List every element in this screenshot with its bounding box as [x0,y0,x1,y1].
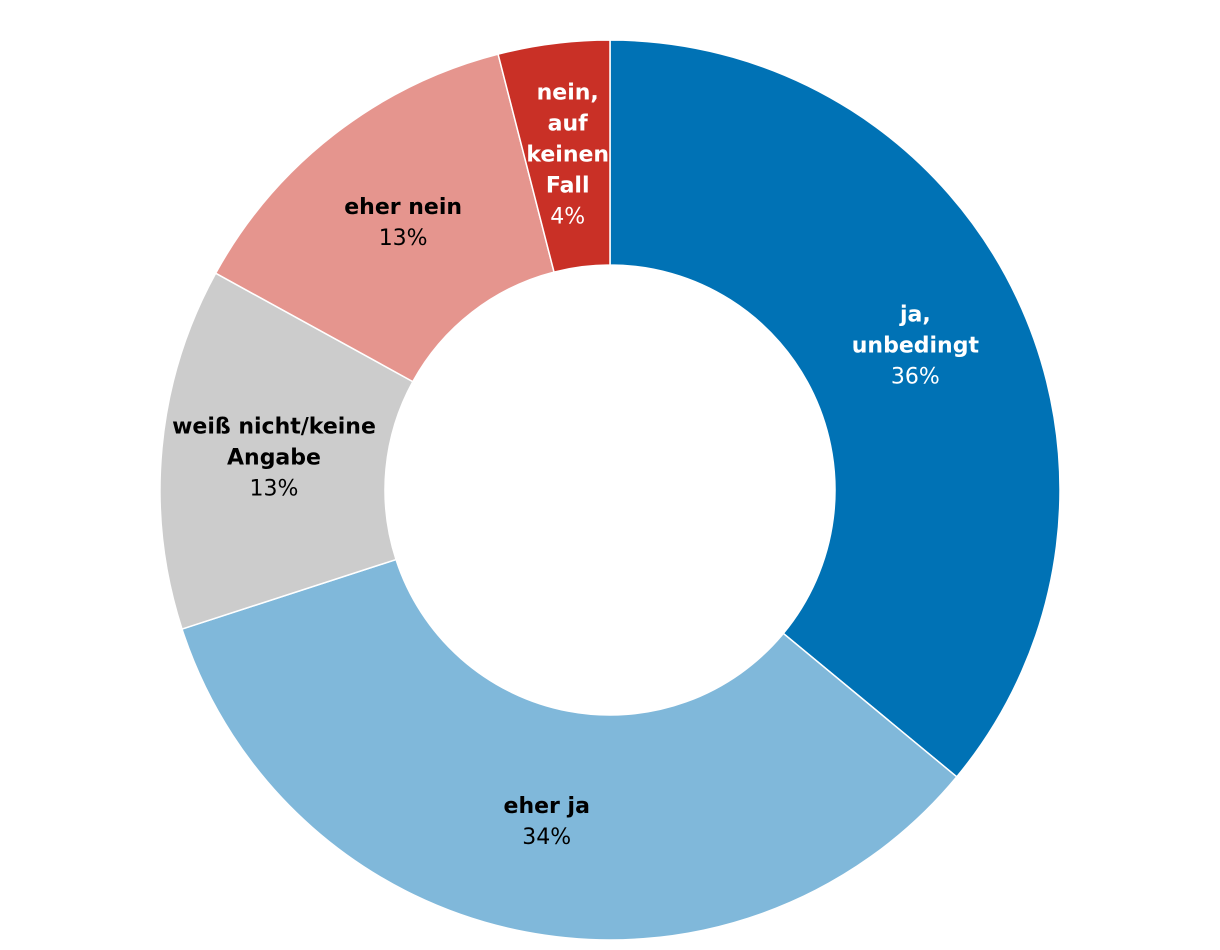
slice-label: ja, unbedingt 36% [840,300,990,393]
category-label: eher nein [344,195,463,221]
category-label: ja, unbedingt [851,302,979,359]
value-label: 4% [550,204,586,230]
value-label: 13% [249,476,299,502]
slice-label: eher ja 34% [447,791,647,853]
value-label: 34% [522,824,572,850]
category-label: weiß nicht/keine Angabe [172,414,376,471]
slice [159,272,414,631]
value-label: 13% [378,226,428,252]
category-label: eher ja [503,793,590,819]
value-label: 36% [890,364,940,390]
slice [497,39,611,273]
slice [609,39,1061,778]
slice-label: nein, auf keinen Fall 4% [523,78,613,233]
slice-label: weiß nicht/keine Angabe 13% [159,412,389,505]
slice [214,53,555,383]
slice-label: eher nein 13% [323,192,483,254]
category-label: nein, auf keinen Fall [526,80,610,199]
slice [181,558,958,941]
